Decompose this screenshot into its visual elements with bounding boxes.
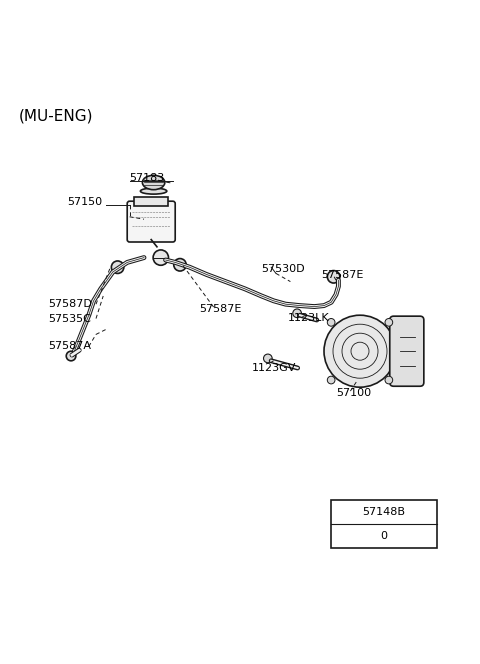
Circle shape — [174, 258, 186, 271]
Text: 1123LK: 1123LK — [288, 313, 330, 323]
Text: 57587E: 57587E — [199, 304, 241, 314]
Text: 57587A: 57587A — [48, 341, 91, 351]
FancyBboxPatch shape — [127, 201, 175, 242]
Text: 1123GV: 1123GV — [252, 363, 296, 373]
Circle shape — [385, 376, 393, 384]
Bar — [134, 197, 168, 206]
Circle shape — [327, 376, 335, 384]
Text: 57150: 57150 — [67, 197, 102, 207]
Circle shape — [293, 309, 301, 317]
Circle shape — [153, 250, 168, 266]
Text: (MU-ENG): (MU-ENG) — [19, 109, 94, 124]
Ellipse shape — [143, 175, 165, 190]
Bar — [331, 500, 437, 548]
Text: 57530D: 57530D — [262, 264, 305, 274]
Circle shape — [111, 261, 124, 274]
Text: 57100: 57100 — [336, 388, 371, 398]
Text: 0: 0 — [381, 531, 387, 541]
FancyBboxPatch shape — [390, 316, 424, 386]
Circle shape — [66, 351, 76, 361]
Text: 57535C: 57535C — [48, 313, 91, 323]
Circle shape — [264, 354, 272, 363]
Text: 57183: 57183 — [130, 173, 165, 183]
Circle shape — [327, 319, 335, 326]
Circle shape — [327, 270, 340, 283]
Ellipse shape — [140, 188, 167, 194]
Text: 57587D: 57587D — [48, 299, 92, 309]
Circle shape — [324, 315, 396, 387]
Circle shape — [385, 319, 393, 326]
Text: 57587E: 57587E — [322, 270, 364, 280]
Text: 57148B: 57148B — [362, 507, 406, 517]
